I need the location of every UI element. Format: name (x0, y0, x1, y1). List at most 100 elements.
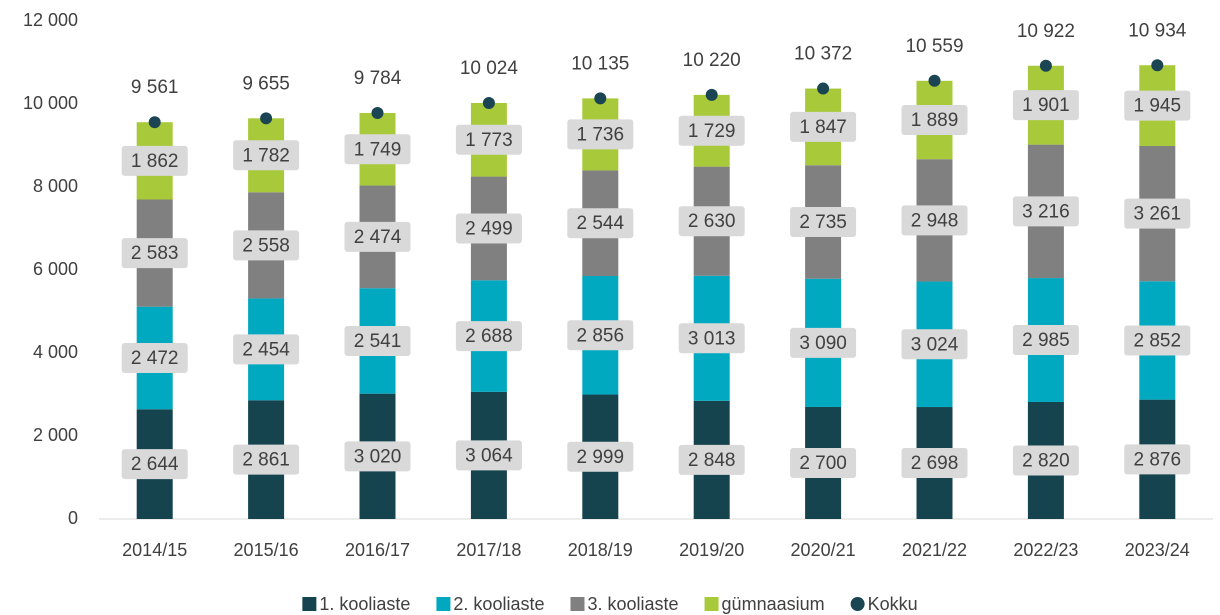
total-label: 9 784 (354, 68, 402, 89)
legend-marker (436, 597, 451, 611)
data-label: 2 999 (577, 447, 625, 468)
legend-label: gümnaasium (722, 594, 825, 614)
label-box (790, 327, 857, 358)
x-tick-label: 2014/15 (122, 540, 187, 560)
label-box (567, 208, 634, 239)
data-label: 2 848 (688, 450, 736, 471)
label-box (567, 441, 634, 472)
legend-marker (704, 597, 719, 611)
data-label: 2 698 (911, 453, 959, 474)
label-box (455, 213, 522, 244)
data-label: 2 985 (1022, 330, 1070, 351)
label-box (121, 238, 188, 269)
data-label: 3 020 (354, 446, 402, 467)
data-label: 2 700 (799, 453, 847, 474)
label-box (1012, 90, 1079, 121)
data-label: 2 630 (688, 211, 736, 232)
total-label: 9 561 (131, 77, 179, 98)
total-dot (594, 92, 607, 105)
total-label: 10 024 (460, 58, 519, 79)
x-tick-label: 2016/17 (345, 540, 410, 560)
label-box (233, 230, 300, 261)
data-label: 1 847 (799, 117, 847, 138)
y-tick-label: 10 000 (23, 93, 78, 113)
label-box (121, 449, 188, 480)
total-label: 9 655 (242, 73, 290, 94)
label-box (121, 145, 188, 176)
legend-marker (302, 597, 317, 611)
y-tick-label: 6 000 (33, 259, 78, 279)
label-box (790, 206, 857, 237)
data-label: 3 090 (799, 333, 847, 354)
data-label: 1 782 (242, 145, 290, 166)
label-box (1124, 444, 1191, 475)
total-label: 10 220 (683, 50, 741, 71)
data-label: 2 644 (131, 454, 179, 475)
legend-label: 1. kooliaste (319, 594, 410, 614)
label-box (901, 329, 968, 360)
legend-marker (850, 597, 865, 611)
total-dot (148, 116, 161, 129)
x-tick-label: 2019/20 (679, 540, 744, 560)
label-box (344, 134, 411, 165)
data-label: 2 948 (911, 210, 959, 231)
y-tick-label: 12 000 (23, 10, 78, 30)
data-label: 2 558 (242, 235, 290, 256)
total-dot (482, 97, 495, 110)
total-dot (1039, 59, 1052, 72)
total-label: 10 922 (1017, 21, 1075, 42)
label-box (567, 320, 634, 351)
label-box (678, 115, 745, 146)
x-tick-label: 2020/21 (791, 540, 856, 560)
label-box (1012, 325, 1079, 356)
label-box (344, 441, 411, 472)
label-box (455, 321, 522, 352)
label-box (1124, 90, 1191, 121)
data-label: 3 013 (688, 328, 736, 349)
label-box (344, 221, 411, 252)
x-tick-label: 2022/23 (1013, 540, 1078, 560)
label-box (678, 323, 745, 354)
total-dot (1151, 59, 1164, 72)
label-box (678, 206, 745, 237)
data-label: 1 736 (577, 124, 625, 145)
x-tick-label: 2017/18 (456, 540, 521, 560)
label-box (1124, 325, 1191, 356)
x-tick-label: 2021/22 (902, 540, 967, 560)
x-tick-label: 2023/24 (1125, 540, 1190, 560)
label-box (901, 104, 968, 135)
total-label: 10 372 (794, 44, 852, 65)
data-label: 3 261 (1134, 204, 1182, 225)
label-box (790, 447, 857, 478)
x-tick-label: 2018/19 (568, 540, 633, 560)
data-label: 1 901 (1022, 95, 1070, 116)
data-label: 2 499 (465, 218, 513, 239)
total-label: 10 135 (571, 53, 629, 74)
label-box (121, 342, 188, 373)
legend-label: Kokku (868, 594, 918, 614)
data-label: 2 583 (131, 243, 179, 264)
data-label: 2 688 (465, 326, 513, 347)
data-label: 2 861 (242, 450, 290, 471)
total-label: 10 559 (905, 36, 963, 57)
total-dot (260, 112, 273, 125)
data-label: 2 454 (242, 339, 290, 360)
label-box (233, 444, 300, 475)
data-label: 1 729 (688, 121, 736, 142)
data-label: 2 735 (799, 212, 847, 233)
total-label: 10 934 (1128, 20, 1187, 41)
data-label: 1 945 (1134, 96, 1182, 117)
data-label: 2 472 (131, 348, 179, 369)
data-label: 2 541 (354, 331, 402, 352)
data-label: 1 773 (465, 130, 513, 151)
data-label: 2 544 (577, 213, 625, 234)
data-label: 1 749 (354, 139, 402, 160)
label-box (455, 440, 522, 471)
label-box (790, 111, 857, 142)
x-tick-label: 2015/16 (234, 540, 299, 560)
label-box (567, 119, 634, 150)
data-label: 2 856 (577, 325, 625, 346)
legend-label: 2. kooliaste (453, 594, 544, 614)
